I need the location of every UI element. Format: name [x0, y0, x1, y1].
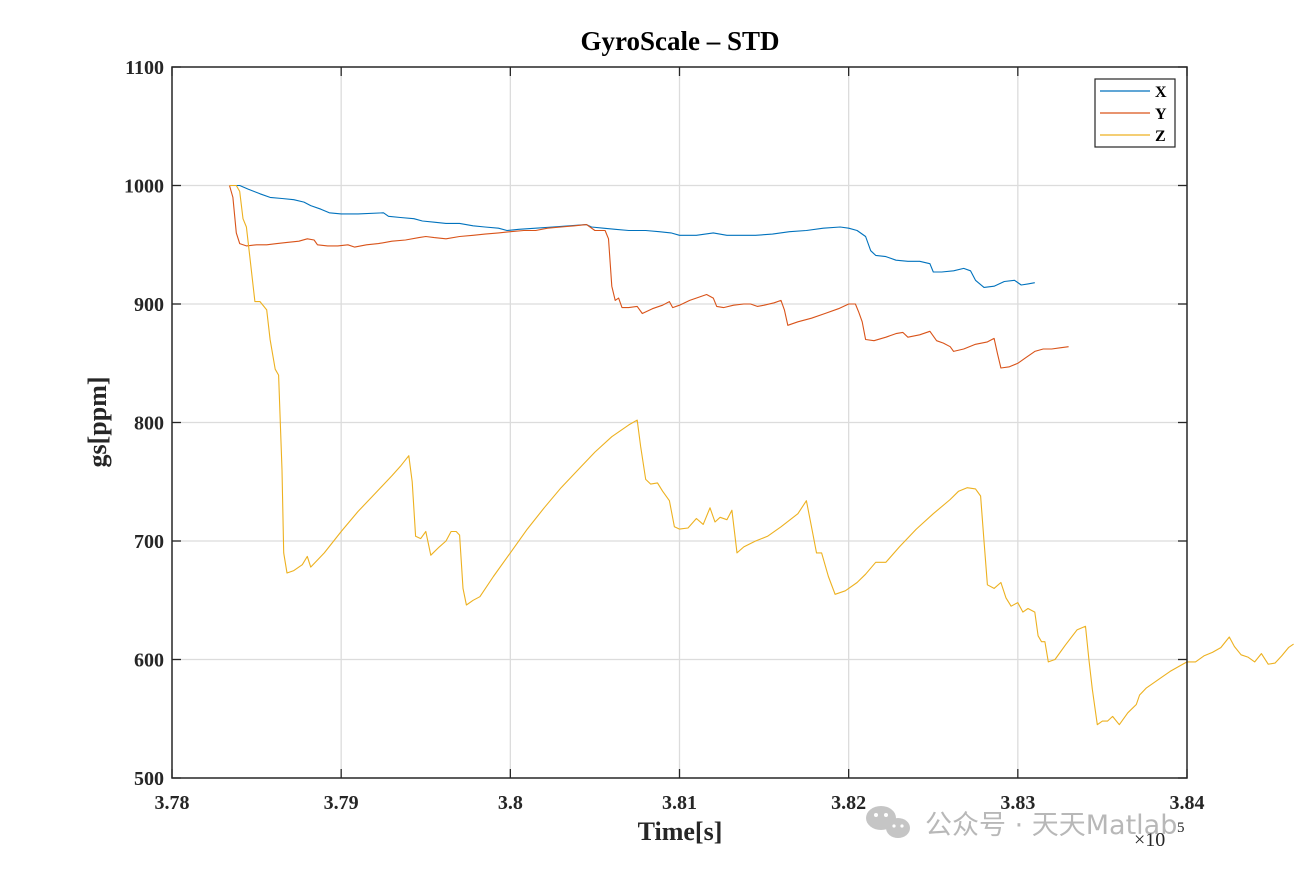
- y-tick-label: 1100: [125, 57, 164, 79]
- series-line-y: [228, 185, 1069, 369]
- y-axis-label: gs[ppm]: [83, 376, 112, 467]
- y-tick-label: 900: [134, 294, 164, 316]
- x-tick-label: 3.81: [662, 792, 697, 814]
- grid: [172, 67, 1187, 778]
- x-axis-multiplier: ×10: [1134, 829, 1165, 851]
- watermark-text: 公众号 · 天天Matlab: [925, 810, 1177, 841]
- y-tick-label: 1000: [124, 176, 164, 198]
- x-tick-label: 3.84: [1170, 792, 1205, 814]
- y-tick-label: 800: [134, 413, 164, 435]
- x-tick-label: 3.79: [324, 792, 359, 814]
- legend: XYZ: [1094, 78, 1176, 148]
- x-tick-label: 3.82: [831, 792, 866, 814]
- legend-label-z: Z: [1155, 128, 1166, 145]
- chart-title: GyroScale – STD: [580, 26, 779, 56]
- x-axis-label: Time[s]: [638, 817, 723, 846]
- x-tick-label: 3.78: [155, 792, 190, 814]
- y-tick-label: 600: [134, 650, 164, 672]
- watermark: 公众号 · 天天Matlab: [866, 806, 1177, 841]
- x-axis-exponent: 5: [1177, 820, 1185, 836]
- ticks: [171, 66, 1188, 779]
- series-line-x: [229, 184, 1035, 288]
- legend-label-y: Y: [1155, 106, 1167, 123]
- legend-label-x: X: [1155, 84, 1167, 101]
- y-tick-label: 700: [134, 531, 164, 553]
- x-tick-label: 3.8: [498, 792, 523, 814]
- x-tick-label: 3.83: [1000, 792, 1035, 814]
- y-tick-label: 500: [134, 768, 164, 790]
- x-tick-labels: 3.78 3.79 3.8 3.81 3.82 3.83 3.84: [155, 792, 1205, 814]
- series-layer: [228, 184, 1294, 726]
- series-line-z: [229, 184, 1294, 726]
- wechat-icon: [866, 806, 910, 838]
- y-tick-labels: 500 600 700 800 900 1000 1100: [124, 57, 164, 790]
